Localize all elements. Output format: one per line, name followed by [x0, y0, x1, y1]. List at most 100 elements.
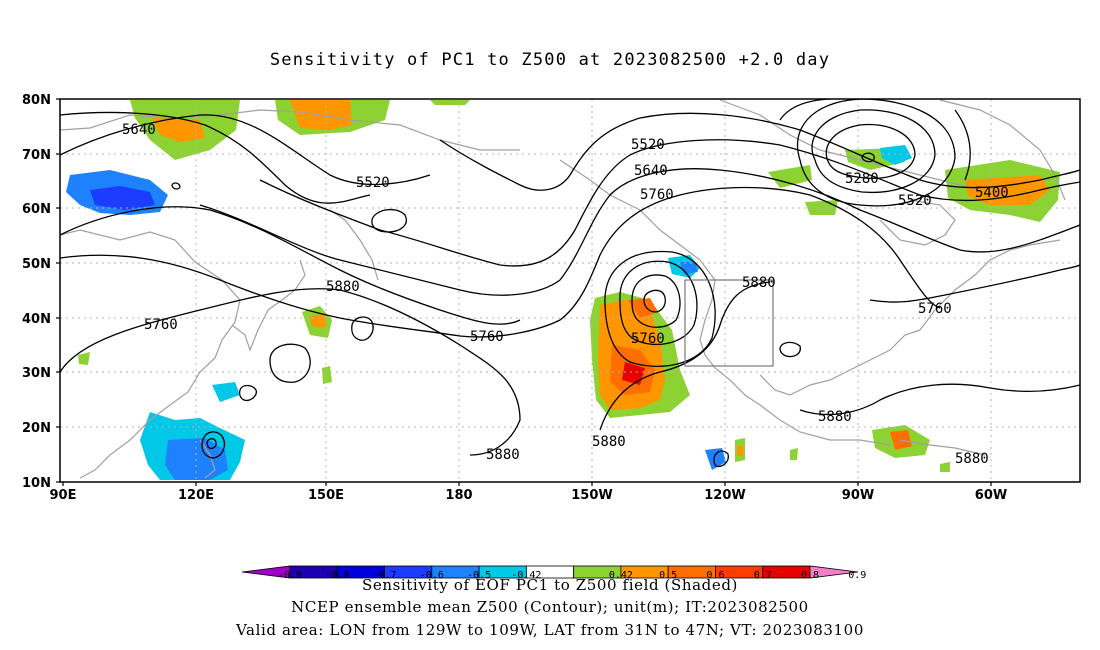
coastline-caribbean [899, 439, 986, 456]
contour-cutoff-low-4 [604, 250, 716, 367]
contour-5880-west [60, 288, 521, 456]
colorbar-tick-label: 0.5 [659, 570, 677, 581]
shade-orange [628, 298, 658, 318]
lat-tick-label: 50N [22, 257, 51, 272]
contour-small-1 [351, 316, 374, 341]
contour-label: 5760 [470, 329, 504, 345]
shade-blue [705, 448, 726, 470]
colorbar-tick-label: -0.42 [511, 570, 541, 581]
colorbar-tick-label: 0.7 [754, 570, 772, 581]
shade-orange [310, 314, 326, 328]
contour-small-3 [371, 208, 407, 233]
contour-label: 5280 [845, 171, 879, 187]
coastline-alaska [559, 159, 716, 281]
plot-frame [59, 98, 1081, 483]
contour-small-low [861, 152, 875, 163]
contour-5280-low [825, 123, 916, 179]
shade-green [78, 352, 90, 365]
lat-tick-label: 30N [22, 366, 51, 381]
contour-5640-mid [199, 168, 1080, 296]
contour-low-ring2 [811, 109, 936, 194]
contour-label: 5760 [144, 317, 178, 333]
contour-label: 5640 [634, 163, 668, 179]
coastline-philippines [199, 439, 216, 479]
contour-label: 5400 [975, 185, 1009, 201]
lon-tick-label: 60W [975, 488, 1007, 503]
coastline-mexico-gulf [759, 329, 921, 396]
colorbar-tick-label: 0.6 [706, 570, 724, 581]
contour-5640-west [60, 111, 371, 204]
lat-tick-label: 10N [22, 476, 51, 491]
shade-red [622, 362, 645, 385]
coastline-asia [60, 229, 241, 479]
contour-label: 5880 [955, 451, 989, 467]
contour-small-6 [206, 438, 217, 449]
contour-label: 5520 [356, 175, 390, 191]
contour-5760-b [60, 186, 941, 338]
shade-green [322, 366, 332, 384]
contour-small-2 [269, 343, 311, 383]
colorbar-segment [809, 565, 859, 579]
colorbar-tick-label: -0.5 [467, 570, 491, 581]
lon-tick-label: 150W [571, 488, 612, 503]
coastline-hudson [879, 199, 956, 246]
contour-label: 5640 [122, 122, 156, 138]
contour-cutoff-low-2 [631, 274, 681, 328]
gridlines [60, 99, 1080, 482]
axis-ticks [56, 98, 992, 486]
caption-contour: NCEP ensemble mean Z500 (Contour); unit(… [291, 598, 809, 616]
contour-label: 5880 [742, 275, 776, 291]
contour-small-7 [713, 450, 729, 468]
lat-tick-label: 70N [22, 148, 51, 163]
coastline-siberia-north [60, 109, 520, 151]
shade-green [430, 100, 470, 105]
contour-label: 5880 [818, 409, 852, 425]
map-title: Sensitivity of PC1 to Z500 at 2023082500… [269, 50, 831, 70]
contour-label: 5880 [326, 279, 360, 295]
lat-tick-label: 60N [22, 202, 51, 217]
colorbar-tick-label: -0.8 [325, 570, 349, 581]
contour-label: 5880 [592, 434, 626, 450]
contour-5400-mid [439, 112, 1080, 191]
lon-labels: 90E 120E 150E 180 150W 120W 90W 60W [50, 488, 1008, 503]
shade-green [768, 165, 812, 188]
lon-tick-label: 180 [445, 488, 472, 503]
colorbar [241, 565, 859, 579]
coastline-us-west [699, 279, 891, 446]
shade-green [940, 462, 950, 472]
contour-labels: 5640 5520 5520 5640 5760 5280 5520 5400 … [122, 122, 1009, 467]
contour-5760-west [60, 206, 521, 325]
contour-small-8 [171, 182, 181, 190]
lon-tick-label: 120E [178, 488, 214, 503]
lon-tick-label: 90W [842, 488, 874, 503]
colorbar-labels: -0.9 -0.8 -0.7 -0.6 -0.5 -0.42 0.42 0.5 0.6 0.7 0.… [278, 570, 866, 581]
contour-label: 5520 [898, 193, 932, 209]
caption-shading: Sensitivity of EOF PC1 to Z500 field (Sh… [361, 576, 739, 594]
contour-cutoff-low-1 [643, 289, 667, 313]
shade-blue [212, 382, 240, 402]
coastline-arctic-canada [719, 99, 981, 191]
z500-contours [60, 99, 1080, 468]
lon-tick-label: 90E [50, 488, 77, 503]
plot-area [60, 99, 1080, 482]
caption-valid-area: Valid area: LON from 129W to 109W, LAT f… [236, 621, 864, 639]
shade-darkblue [90, 186, 155, 210]
shade-orange [152, 118, 205, 142]
contour-5880-east [599, 281, 771, 431]
lat-tick-label: 20N [22, 421, 51, 436]
contour-label: 5760 [918, 301, 952, 317]
coastline-greenland [939, 99, 1066, 201]
contour-east-low [779, 341, 801, 358]
colorbar-tick-label: 0.8 [801, 570, 819, 581]
contour-label: 5760 [640, 187, 674, 203]
shade-green [790, 448, 798, 460]
contour-5520-mid [259, 139, 1080, 267]
contour-small-4 [238, 384, 257, 402]
lon-tick-label: 150E [308, 488, 344, 503]
contour-low-ring3 [796, 99, 956, 207]
colorbar-tick-label: -0.6 [420, 570, 444, 581]
lon-tick-label: 120W [704, 488, 745, 503]
colorbar-tick-label: 0.9 [848, 570, 866, 581]
colorbar-tick-label: 0.42 [609, 570, 633, 581]
